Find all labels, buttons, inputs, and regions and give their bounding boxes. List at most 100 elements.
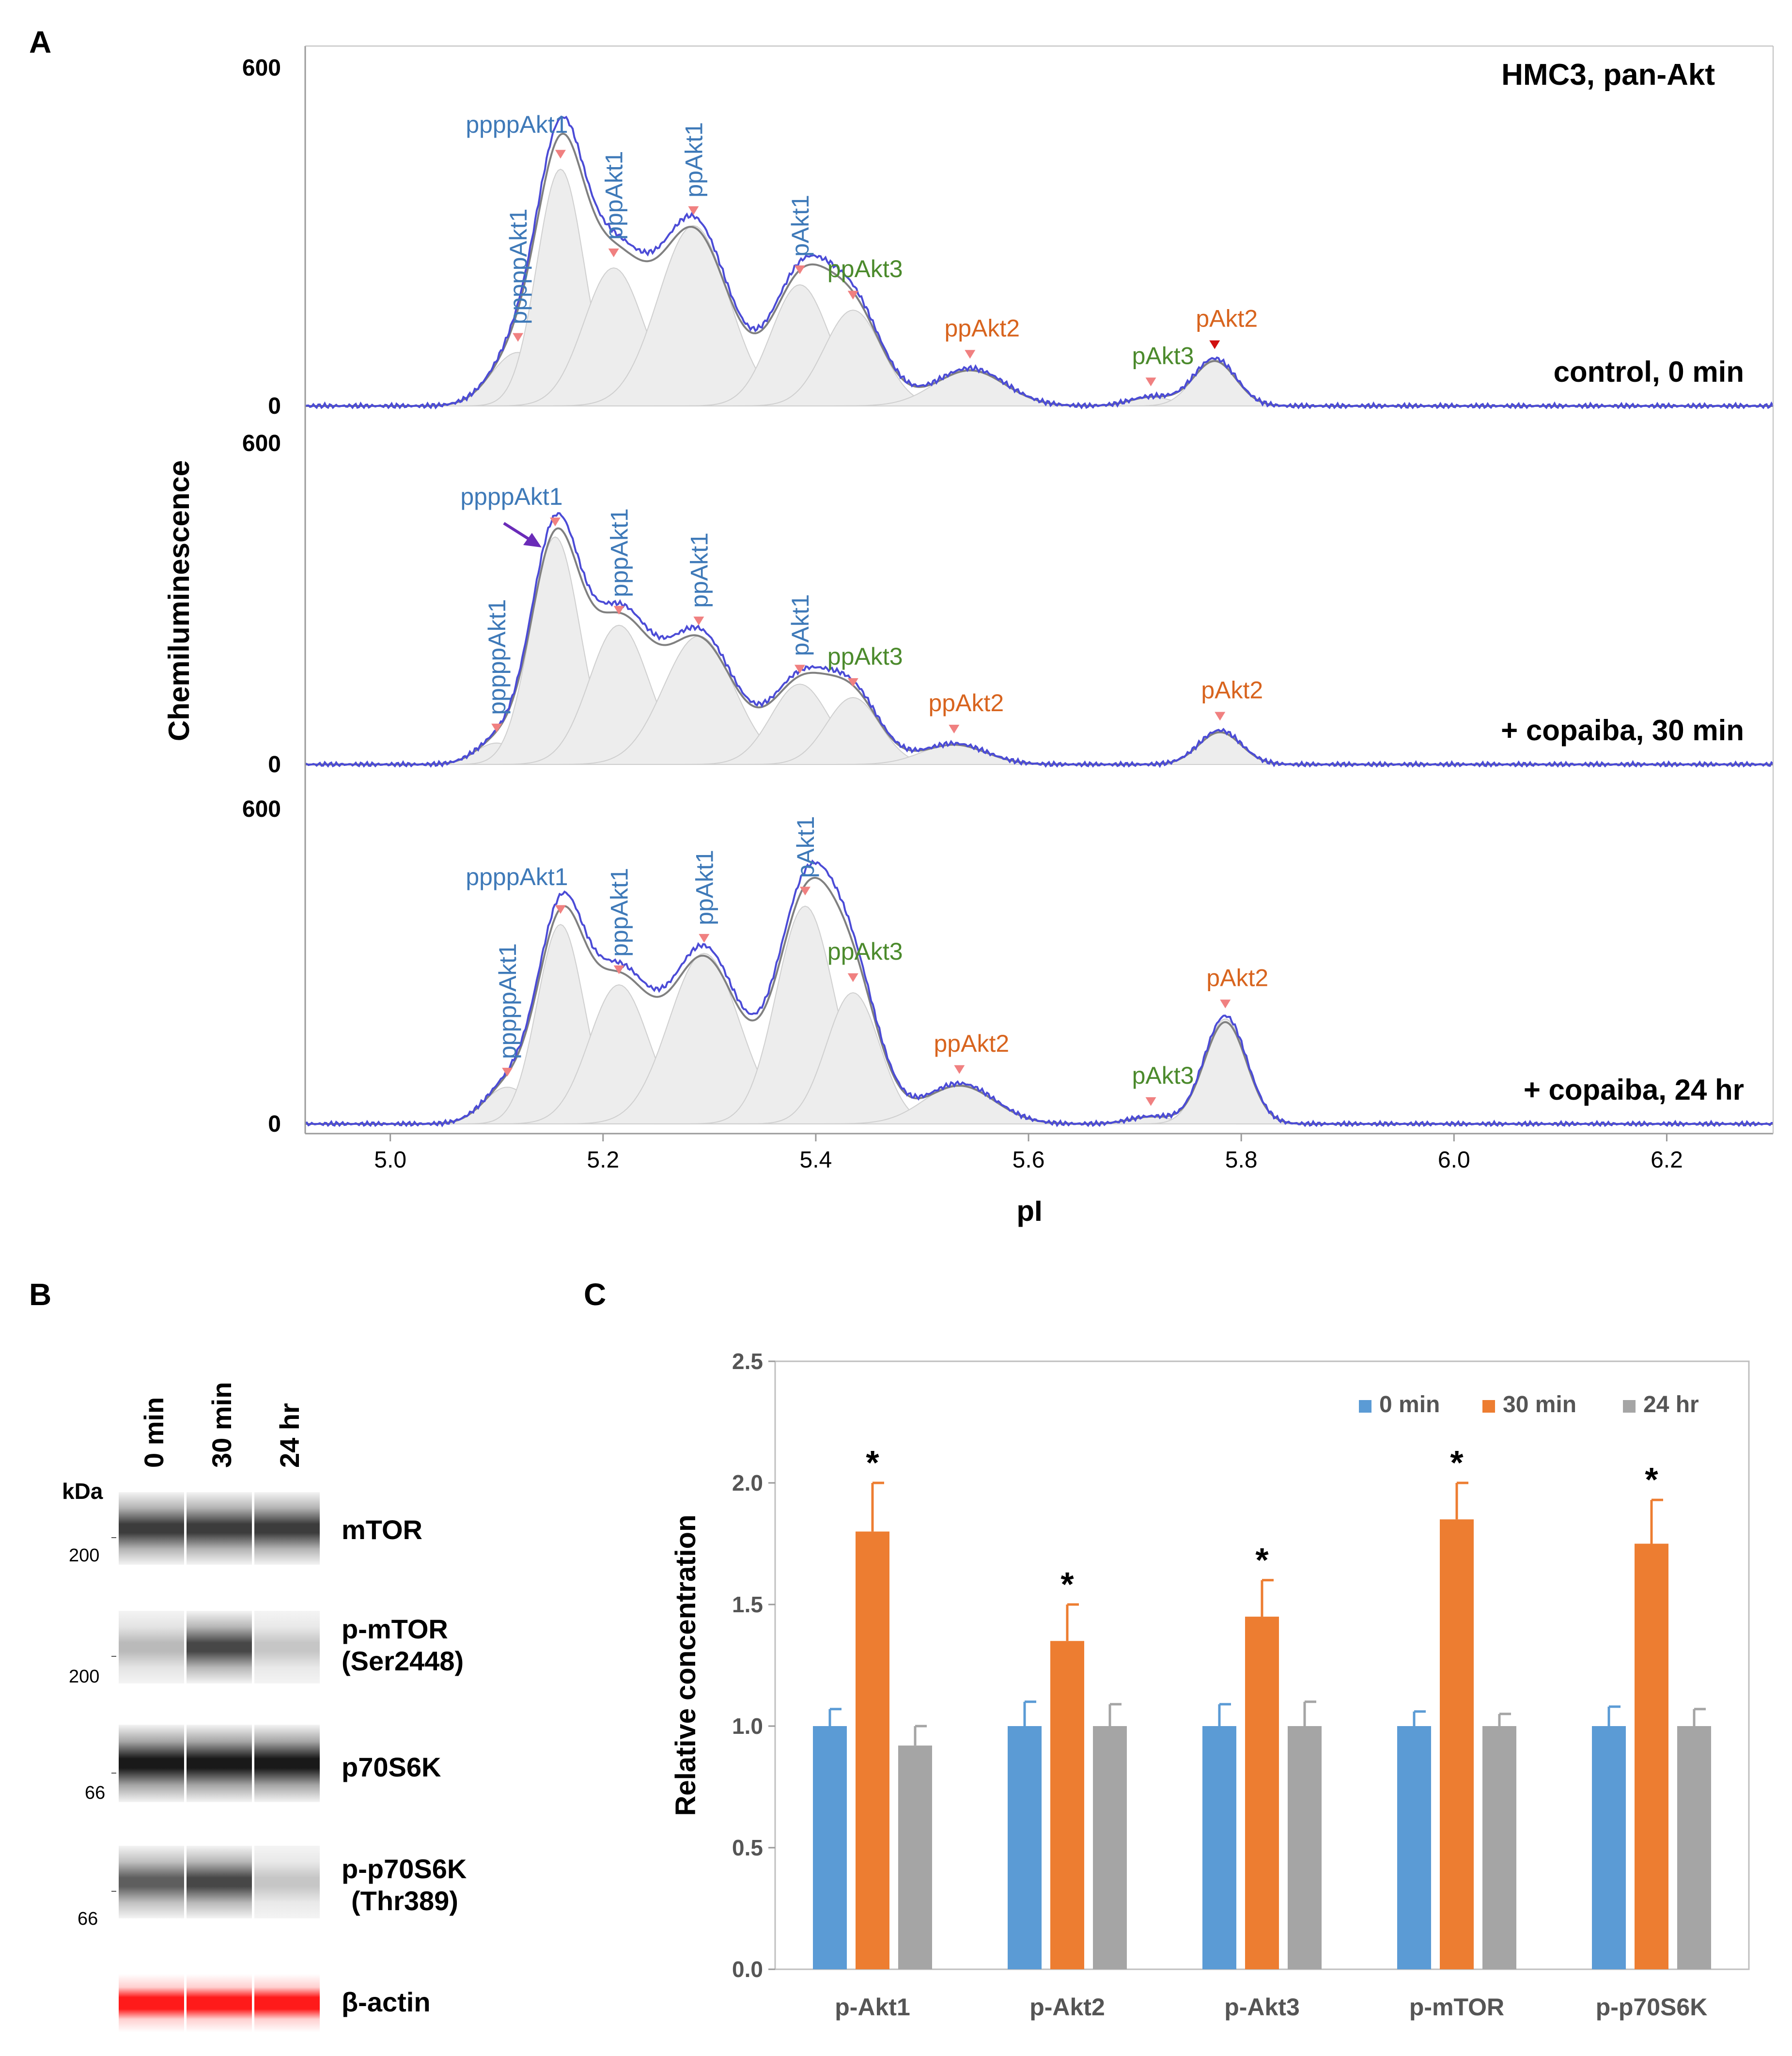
chart-a-peak-label: ppAkt2	[929, 689, 1004, 716]
chart-a-x-tick-label: 5.8	[1225, 1147, 1258, 1173]
chart-a-x-tick-label: 5.0	[374, 1147, 406, 1173]
panel-letter-b: B	[29, 1277, 52, 1312]
chart-a-x-tick-label: 5.2	[587, 1147, 619, 1173]
chart-a-peak-marker	[847, 678, 858, 687]
chart-c-y-tick-label: 2.5	[732, 1349, 763, 1374]
chart-a-trace-curve	[305, 512, 1774, 768]
wb-band-beta-actin-lane-2	[254, 1967, 320, 2040]
chart-c-bar-2-0	[898, 1745, 932, 1969]
chart-a-peak-label: ppAkt1	[686, 532, 713, 608]
wb-band-beta-actin-lane-1	[187, 1967, 252, 2040]
chart-a-peak-label: pAkt2	[1196, 305, 1258, 332]
chart-c-bar-2-2	[1288, 1726, 1322, 1969]
chart-c-significance-mark: *	[1060, 1565, 1074, 1603]
chart-c-x-tick-label: p-Akt2	[1029, 1994, 1105, 2021]
chart-a-peak-label: pppAkt1	[606, 868, 633, 956]
chart-a-peak-label: ppAkt1	[680, 122, 707, 198]
wb-row-label-line1: p70S6K	[342, 1752, 441, 1782]
chart-a-peak-label: pAkt1	[792, 816, 819, 878]
mw-marker-p-p70s6k: 66	[78, 1909, 98, 1929]
chart-c-legend-swatch-0	[1359, 1400, 1371, 1413]
wb-strip-beta-actin	[116, 1967, 322, 2040]
chart-a-peak-label: pAkt3	[1132, 342, 1194, 369]
wb-band-mTOR-lane-2	[254, 1492, 320, 1565]
wb-mw-tick	[111, 1773, 116, 1774]
mw-marker-p-mtor: 200	[69, 1667, 100, 1687]
chart-a-peak-marker	[794, 665, 805, 674]
wb-band-p70S6K-lane-1	[187, 1725, 252, 1802]
wb-band-p-mTOR-lane-1	[187, 1611, 252, 1683]
chart-a-peak-label: ppAkt3	[827, 938, 903, 965]
chart-c-bar-1-0	[856, 1531, 889, 1969]
chart-c-x-tick-label: p-mTOR	[1409, 1994, 1504, 2021]
chart-a-peak-marker	[1215, 712, 1226, 721]
chart-a-peak-marker	[613, 965, 624, 974]
chart-c-bar-1-3	[1440, 1519, 1474, 1969]
chart-a-x-axis-label: pI	[1016, 1195, 1042, 1227]
chart-a-peak-marker	[794, 265, 805, 274]
wb-band-p-mTOR-lane-2	[254, 1611, 320, 1683]
chart-a-peak-marker	[954, 1065, 965, 1074]
wb-row-label-line1: p-p70S6K	[342, 1854, 467, 1884]
chart-a-peak-marker	[965, 350, 976, 359]
wb-band-mTOR-lane-1	[187, 1492, 252, 1565]
chart-a-peak-label: pppAkt1	[606, 508, 633, 597]
lane-head-1: 30 min	[206, 1382, 237, 1468]
chart-a-peak-marker	[699, 934, 710, 943]
chart-a-peak-label: ppAkt2	[934, 1030, 1009, 1057]
chart-c-y-tick-label: 1.5	[732, 1592, 763, 1617]
chart-a-peak-label: pAkt1	[787, 195, 814, 257]
chart-c-bar-0-1	[1008, 1726, 1042, 1969]
wb-row-label-p-mtor: p-mTOR (Ser2448)	[342, 1613, 464, 1677]
wb-strip-p-mTOR	[111, 1611, 322, 1683]
wb-band-p70S6K-lane-2	[254, 1725, 320, 1802]
lane-head-2: 24 hr	[274, 1403, 305, 1468]
chart-a-trace-curve	[305, 115, 1774, 410]
chart-a-peak-label: pppppAkt1	[483, 599, 511, 715]
wb-band-p-mTOR-lane-0	[119, 1611, 184, 1683]
wb-band-beta-actin-lane-0	[119, 1967, 184, 2040]
chart-c-legend-label-0: 0 min	[1379, 1392, 1440, 1417]
chart-a-peak-label: ppAkt2	[944, 314, 1020, 342]
wb-row-label-p70s6k: p70S6K	[342, 1751, 441, 1783]
wb-band-p-p70S6K-lane-1	[187, 1846, 252, 1918]
chart-a-peak-fill-pAkt2	[1135, 731, 1305, 765]
wb-row-label-mtor: mTOR	[342, 1514, 422, 1546]
chart-c-significance-mark: *	[1255, 1541, 1269, 1579]
chart-a-peak-marker	[1145, 1097, 1156, 1106]
chart-c-legend-swatch-2	[1623, 1400, 1636, 1413]
chart-c-bar-0-0	[813, 1726, 847, 1969]
wb-strip-p70S6K	[111, 1725, 322, 1802]
chart-a-peak-marker	[847, 973, 858, 982]
chart-c-y-tick-label: 0.5	[732, 1835, 763, 1860]
chart-a-y-tick-label: 0	[268, 1111, 281, 1137]
chart-a-x-tick-label: 5.4	[800, 1147, 832, 1173]
chart-a-arrow	[503, 522, 542, 547]
chart-a-peak-label: pppppAkt1	[505, 208, 532, 324]
chart-c-relative-concentration: 0.0 0.5 1.0 1.5 2.0 2.5 Relative concentration…	[670, 1349, 1750, 2021]
chart-a-peak-label: ppAkt3	[827, 255, 903, 282]
chart-a-peak-label: ppAkt1	[691, 850, 718, 925]
chart-c-bar-2-3	[1482, 1726, 1516, 1969]
chart-a-peak-marker	[491, 723, 502, 732]
wb-row-label-line1: mTOR	[342, 1514, 422, 1545]
chart-a-peak-marker	[1220, 999, 1231, 1009]
chart-c-x-tick-label: p-p70S6K	[1596, 1994, 1708, 2021]
chart-a-y-tick-label: 600	[242, 55, 281, 81]
chart-a-peak-marker	[555, 150, 566, 159]
chart-c-bar-1-4	[1635, 1543, 1668, 1969]
chart-c-x-tick-label: p-Akt1	[835, 1994, 910, 2021]
mw-marker-mtor: 200	[69, 1545, 100, 1566]
chart-a-peak-label: pppAkt1	[601, 151, 628, 239]
chart-a-peak-label: pppppAkt1	[494, 943, 521, 1059]
chart-c-bar-0-4	[1592, 1726, 1626, 1969]
mw-marker-p70s6k: 66	[85, 1783, 106, 1803]
lane-head-0: 0 min	[139, 1397, 169, 1468]
chart-a-peak-marker	[513, 333, 524, 342]
panel-letter-c: C	[584, 1277, 607, 1312]
chart-a-peak-label: pAkt2	[1201, 676, 1263, 703]
wb-row-label-line2: (Ser2448)	[342, 1646, 464, 1676]
wb-band-mTOR-lane-0	[119, 1492, 184, 1565]
chart-a-subplot-name: control, 0 min	[1554, 356, 1744, 388]
chart-a-subplot-2: 0 600 pppppAkt1 ppppAkt1 pppAkt1 ppAkt1 pAkt1 p…	[242, 796, 1774, 1137]
